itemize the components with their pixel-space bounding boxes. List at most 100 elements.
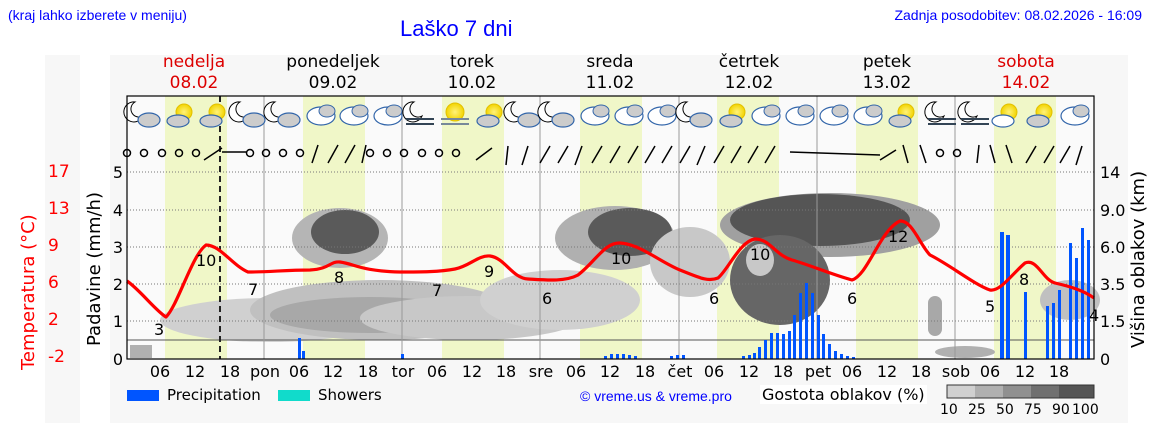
svg-text:06: 06 (980, 362, 1000, 381)
svg-text:9.0: 9.0 (1100, 201, 1125, 220)
svg-text:7: 7 (432, 281, 442, 300)
svg-text:12: 12 (323, 362, 343, 381)
svg-text:4: 4 (113, 201, 123, 220)
svg-text:18: 18 (635, 362, 655, 381)
day-date: 10.02 (447, 73, 497, 93)
moon-cloud-icon (228, 101, 266, 128)
page-title: Laško 7 dni (400, 16, 513, 41)
cloud-rain-icon (373, 104, 403, 126)
svg-text:18: 18 (1049, 362, 1069, 381)
moon-cloud-icon (123, 101, 161, 128)
temperature-line (126, 219, 1095, 319)
temp-tick: 9 (48, 236, 59, 256)
svg-text:06: 06 (566, 362, 586, 381)
showers-swatch (278, 389, 310, 401)
svg-text:06: 06 (427, 362, 447, 381)
svg-text:18: 18 (496, 362, 516, 381)
svg-text:06: 06 (704, 362, 724, 381)
day-header: sreda 11.02 (550, 52, 670, 94)
sun-cloud-rain-icon (1026, 103, 1053, 128)
svg-text:3: 3 (113, 238, 123, 257)
day-name: četrtek (718, 52, 780, 72)
svg-text:14: 14 (1100, 163, 1120, 182)
svg-text:pet: pet (805, 362, 831, 381)
day-header: sobota 14.02 (966, 52, 1086, 94)
svg-text:06: 06 (150, 362, 170, 381)
svg-text:18: 18 (220, 362, 240, 381)
copyright-link[interactable]: © vreme.us & vreme.pro (580, 388, 732, 404)
temp-tick: 17 (48, 162, 70, 182)
moon-fog-icon (924, 101, 956, 125)
cloud-rain-icon (306, 104, 336, 126)
day-header: ponedeljek 09.02 (273, 52, 393, 94)
showers-legend-label: Showers (318, 386, 382, 404)
day-date: 14.02 (1001, 73, 1051, 93)
day-date: 11.02 (585, 73, 635, 93)
svg-text:12: 12 (185, 362, 205, 381)
svg-text:0: 0 (1100, 350, 1110, 369)
precip-axis: 5 4 3 2 1 0 (113, 163, 123, 369)
svg-text:06: 06 (842, 362, 862, 381)
temp-tick: 2 (48, 310, 59, 330)
svg-text:12: 12 (462, 362, 482, 381)
svg-text:18: 18 (773, 362, 793, 381)
precipitation-legend-label: Precipitation (167, 386, 261, 404)
svg-text:10: 10 (196, 251, 216, 270)
cloud-heavy-rain-icon (1060, 104, 1090, 126)
cloud-density-scale: 10 25 50 75 90 100 (940, 384, 1099, 418)
svg-text:1: 1 (113, 312, 123, 331)
moon-cloud-rain-icon (263, 101, 301, 128)
svg-text:12: 12 (600, 362, 620, 381)
temp-tick: -2 (48, 347, 65, 367)
weather-icon-row (123, 101, 1090, 128)
svg-text:10: 10 (611, 249, 631, 268)
cloud-icon (339, 104, 369, 126)
moon-fog-icon (402, 101, 434, 125)
temp-tick: 6 (48, 273, 59, 293)
svg-text:7: 7 (248, 280, 258, 299)
density-legend-label: Gostota oblakov (%) (760, 385, 927, 404)
svg-text:12: 12 (739, 362, 759, 381)
sun-cloud-rain-icon (719, 103, 746, 128)
sun-cloud-icon (199, 103, 226, 128)
left-panel (45, 55, 80, 423)
svg-text:25: 25 (968, 402, 986, 418)
cloud-rain-icon (853, 104, 883, 126)
svg-text:tor: tor (392, 362, 415, 381)
day-header: četrtek 12.02 (689, 52, 809, 94)
svg-text:čet: čet (668, 362, 693, 381)
day-header: petek 13.02 (827, 52, 947, 94)
sun-cloud-icon (888, 103, 915, 128)
cloud-rain-icon (614, 104, 644, 126)
day-name: petek (862, 52, 912, 72)
precipitation-swatch (127, 389, 159, 401)
svg-text:5: 5 (113, 163, 123, 182)
svg-text:6.0: 6.0 (1100, 238, 1125, 257)
day-date: 09.02 (308, 73, 358, 93)
sun-fog-icon (441, 102, 469, 125)
svg-text:2: 2 (113, 275, 123, 294)
moon-cloud-icon (537, 101, 575, 128)
cloud-density-field (130, 193, 1100, 358)
svg-text:18: 18 (358, 362, 378, 381)
svg-text:18: 18 (911, 362, 931, 381)
moon-cloud-rain-icon (675, 101, 713, 128)
location-hint: (kraj lahko izberete v meniju) (8, 7, 187, 23)
svg-text:8: 8 (334, 268, 344, 287)
svg-text:12: 12 (1015, 362, 1035, 381)
day-name: nedelja (162, 52, 226, 72)
cloud-rain-icon (819, 104, 849, 126)
svg-text:3: 3 (154, 320, 164, 339)
svg-text:6: 6 (847, 289, 857, 308)
temp-tick: 13 (48, 199, 70, 219)
svg-text:6: 6 (542, 289, 552, 308)
x-axis: 06 12 18 pon 06 12 18 tor 06 12 18 sre 0… (150, 362, 1069, 381)
day-header: torek 10.02 (412, 52, 532, 94)
svg-text:sob: sob (942, 362, 970, 381)
svg-text:10: 10 (750, 245, 770, 264)
day-date: 08.02 (169, 73, 219, 93)
day-date: 12.02 (724, 73, 774, 93)
svg-text:0: 0 (113, 350, 123, 369)
cloud-heavy-rain-icon (785, 104, 815, 126)
